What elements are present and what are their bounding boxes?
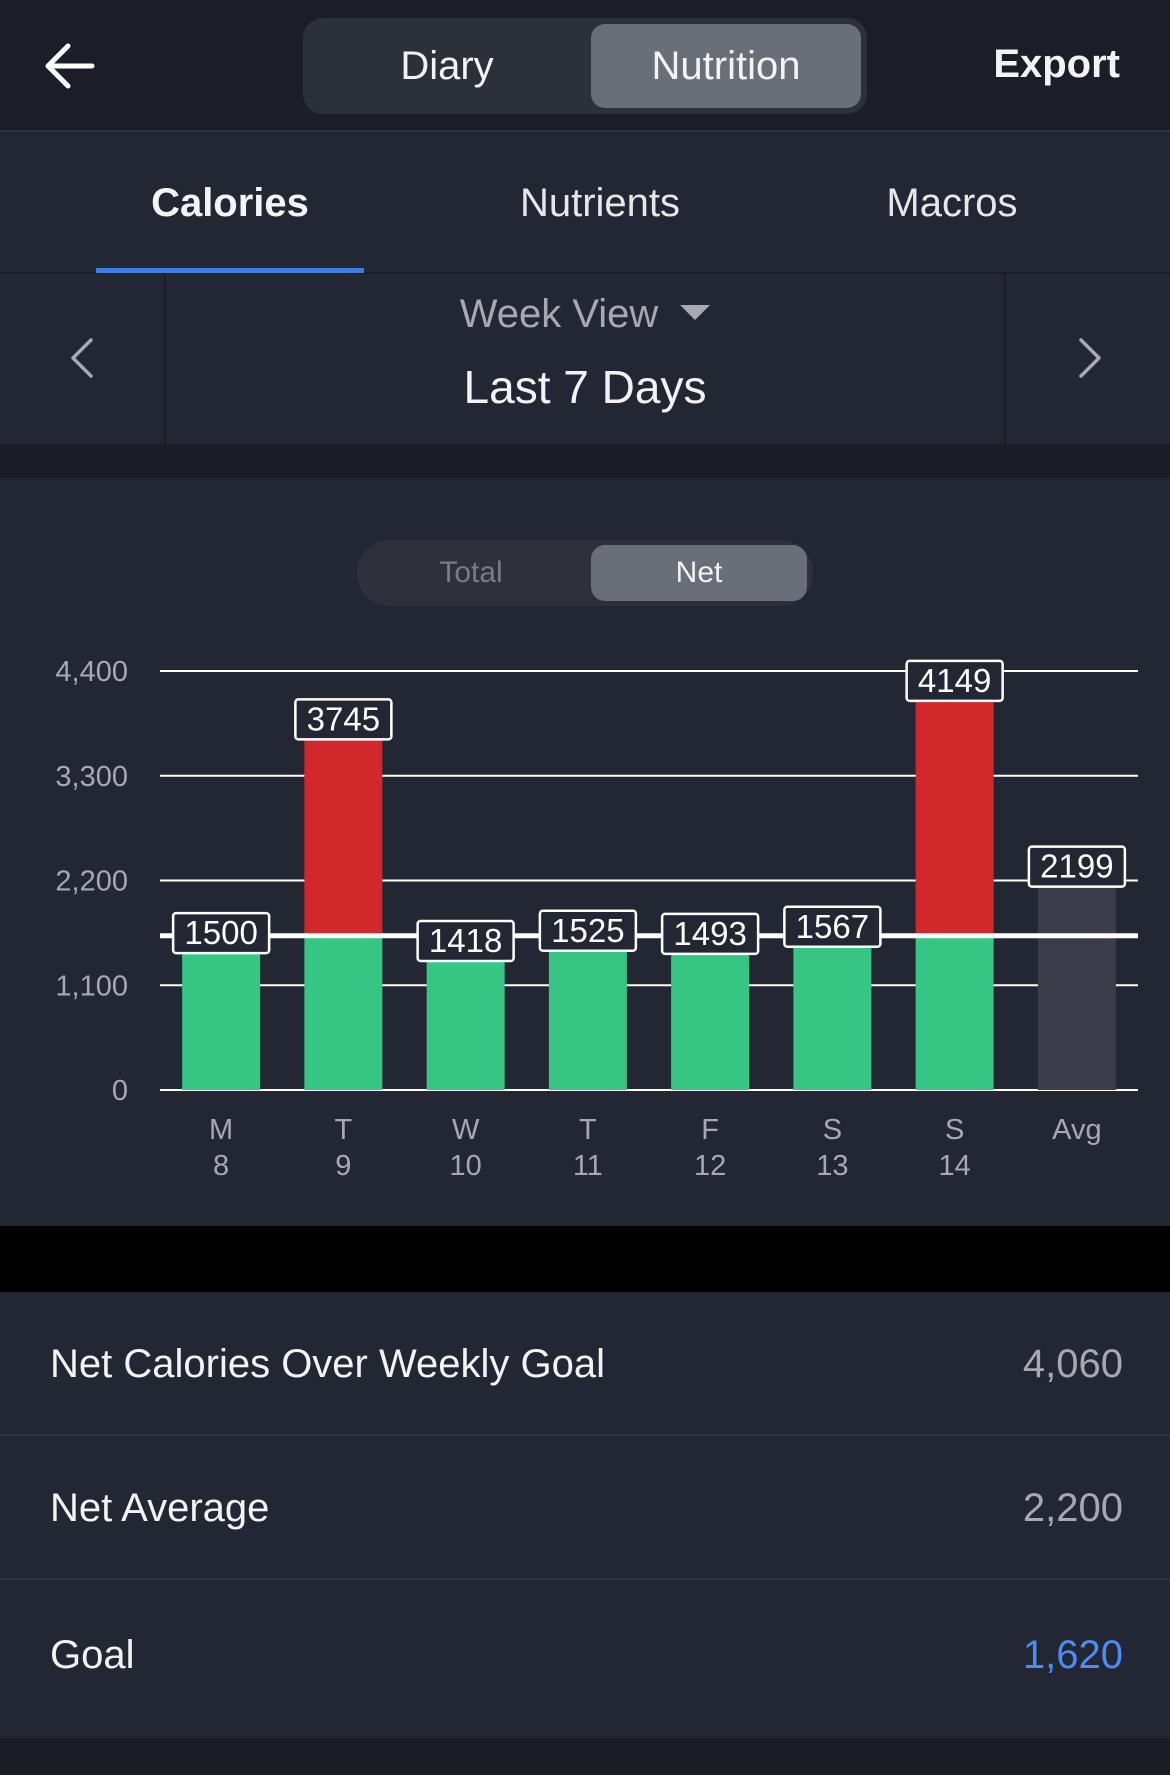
tab-calories[interactable]: Calories: [151, 181, 309, 225]
value-label-box: [171, 911, 271, 955]
week-selector: Week View Last 7 Days: [0, 274, 1170, 444]
previous-week-button[interactable]: [0, 274, 166, 444]
x-day-label: M: [209, 1114, 233, 1146]
section-divider: [0, 1226, 1170, 1292]
summary-label: Net Average: [50, 1486, 270, 1530]
bottom-strip: [0, 1738, 1170, 1775]
value-label-box: [1027, 845, 1127, 888]
x-date-label: 12: [694, 1150, 726, 1182]
value-label: 3745: [307, 700, 380, 737]
value-label-box: [294, 698, 393, 741]
value-label: 2199: [1040, 848, 1113, 885]
bar-under-goal: [671, 947, 750, 1090]
summary-label: Goal: [50, 1633, 135, 1677]
summary-row-over-goal: Net Calories Over Weekly Goal 4,060: [0, 1292, 1170, 1436]
summary-row-net-average: Net Average 2,200: [0, 1436, 1170, 1580]
week-view-label: Week View: [459, 292, 659, 336]
summary-row-goal[interactable]: Goal 1,620: [0, 1580, 1170, 1738]
nutrition-tabs: Calories Nutrients Macros: [0, 132, 1170, 274]
diary-nutrition-switch: Diary Nutrition: [303, 18, 867, 114]
date-range-label: Last 7 Days: [463, 361, 707, 413]
x-day-label: S: [945, 1114, 964, 1146]
summary-label: Net Calories Over Weekly Goal: [50, 1342, 605, 1386]
next-week-button[interactable]: [1004, 274, 1170, 444]
y-tick-label: 4,400: [55, 656, 128, 688]
average-bar: [1037, 880, 1116, 1090]
chevron-left-icon: [71, 338, 93, 378]
calorie-summary-list: Net Calories Over Weekly Goal 4,060 Net …: [0, 1292, 1170, 1738]
bar-under-goal: [793, 940, 872, 1090]
bar-over-goal: [915, 694, 994, 936]
total-net-toggle: Total Net: [357, 540, 813, 606]
x-date-label: 10: [449, 1150, 481, 1182]
active-tab-indicator: [96, 268, 364, 273]
bar-under-goal: [426, 954, 505, 1090]
x-day-label: T: [335, 1114, 353, 1146]
week-view-dropdown[interactable]: Week View: [0, 292, 1170, 337]
x-date-label: 14: [938, 1150, 970, 1182]
y-tick-label: 0: [112, 1075, 128, 1107]
value-label: 1567: [796, 908, 869, 945]
y-tick-label: 3,300: [55, 761, 128, 793]
x-date-label: 11: [573, 1150, 603, 1182]
top-header: Diary Nutrition Export: [0, 0, 1170, 132]
bar-under-goal: [182, 947, 261, 1090]
value-label-box: [538, 909, 638, 953]
value-label: 1493: [673, 915, 746, 952]
value-label: 1500: [184, 914, 257, 951]
bar-under-goal: [915, 935, 994, 1090]
x-date-label: 13: [816, 1150, 848, 1182]
value-label-box: [660, 912, 760, 956]
x-day-label: T: [579, 1114, 597, 1146]
x-day-label: W: [452, 1114, 480, 1146]
value-label-box: [905, 659, 1004, 703]
export-button[interactable]: Export: [993, 42, 1120, 86]
bar-under-goal: [548, 944, 627, 1090]
value-label-box: [783, 905, 882, 949]
section-divider: [0, 444, 1170, 478]
chevron-right-icon: [1079, 338, 1101, 378]
calories-chart-panel: Total Net 0 1,100 2,200 3,300 4,400 1500 3745 1…: [0, 478, 1170, 1226]
value-label: 4149: [918, 662, 991, 699]
value-label-box: [416, 919, 515, 963]
value-label: 1418: [429, 922, 502, 959]
y-tick-label: 1,100: [55, 970, 128, 1002]
dropdown-caret-icon: [680, 304, 711, 320]
bar-under-goal: [304, 935, 383, 1090]
diary-segment[interactable]: Diary: [400, 44, 494, 88]
x-date-label: 9: [335, 1150, 351, 1182]
summary-value-goal: 1,620: [1022, 1633, 1123, 1677]
back-button[interactable]: [40, 36, 100, 96]
arrow-left-icon: [45, 43, 95, 89]
nutrition-segment[interactable]: Nutrition: [591, 24, 861, 108]
total-toggle-option[interactable]: Total: [439, 556, 503, 589]
x-day-label: F: [701, 1114, 719, 1146]
x-day-label: S: [823, 1114, 842, 1146]
tab-nutrients[interactable]: Nutrients: [519, 181, 681, 225]
summary-value: 4,060: [1022, 1342, 1123, 1386]
x-day-label: Avg: [1052, 1114, 1101, 1146]
tab-macros[interactable]: Macros: [886, 181, 1018, 225]
bar-over-goal: [304, 733, 383, 936]
x-date-label: 8: [213, 1150, 229, 1182]
summary-value: 2,200: [1022, 1486, 1123, 1530]
y-tick-label: 2,200: [55, 866, 128, 898]
value-label: 1525: [551, 912, 624, 949]
net-toggle-option[interactable]: Net: [591, 545, 807, 601]
